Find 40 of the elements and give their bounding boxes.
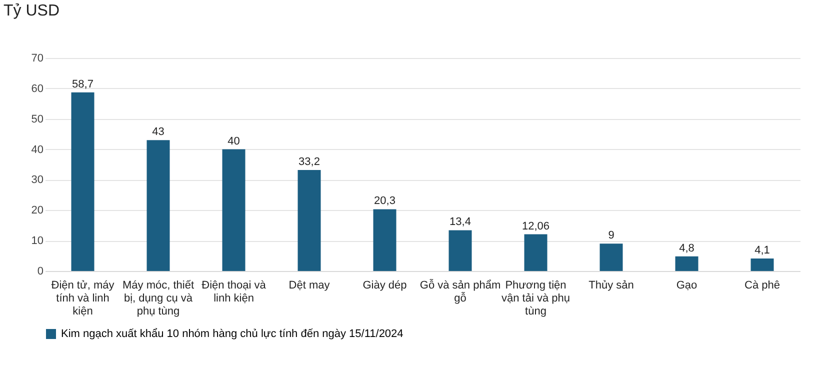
- y-tick-label: 40: [31, 144, 44, 156]
- x-tick-label: Dệt may: [288, 280, 330, 292]
- y-tick-label: 30: [31, 174, 44, 186]
- legend-label: Kim ngạch xuất khẩu 10 nhóm hàng chủ lực tính đến ngày 15/11/2024: [61, 328, 404, 340]
- bar: [448, 230, 472, 271]
- y-tick-label: 60: [31, 82, 44, 95]
- x-tick-label: Giày dép: [362, 280, 407, 292]
- bar: [71, 92, 94, 271]
- bar: [146, 140, 170, 271]
- bar: [675, 256, 698, 271]
- x-tick-label: Thủy sản: [588, 280, 634, 292]
- data-label: 43: [152, 126, 164, 138]
- y-tick-label: 50: [31, 113, 44, 126]
- x-tick-label: Gạo: [676, 280, 698, 292]
- y-tick-label: 10: [31, 235, 44, 248]
- data-label: 4,8: [679, 242, 694, 254]
- bar: [222, 149, 246, 271]
- y-tick-label: 0: [37, 266, 44, 278]
- data-label: 12,06: [522, 220, 550, 232]
- x-tick-label: Cà phê: [744, 280, 780, 292]
- x-tick-label: Máy móc, thiết bị, dụng cụ và phụ tùng: [122, 280, 194, 318]
- data-label: 40: [228, 135, 240, 148]
- data-label: 58,7: [72, 78, 94, 90]
- data-label: 20,3: [374, 195, 396, 208]
- data-label: 13,4: [450, 216, 471, 228]
- bar: [750, 258, 774, 271]
- x-tick-label: Điện thoại và linh kiện: [202, 280, 267, 304]
- bar: [373, 209, 396, 271]
- x-tick-label: Điện tử, máy tính và linh kiện: [51, 280, 115, 318]
- x-tick-label: Gỗ và sản phẩm gỗ: [420, 278, 501, 304]
- data-label: 9: [608, 230, 614, 242]
- y-tick-label: 70: [31, 52, 44, 64]
- x-tick-label: Phương tiện vận tải và phụ tùng: [502, 280, 570, 318]
- bar: [600, 244, 623, 271]
- data-label: 4,1: [754, 244, 770, 257]
- y-tick-label: 20: [31, 204, 44, 217]
- bar: [298, 170, 321, 271]
- y-axis-title: Tỷ USD: [4, 2, 60, 20]
- data-label: 33,2: [298, 156, 320, 168]
- bar: [524, 234, 548, 271]
